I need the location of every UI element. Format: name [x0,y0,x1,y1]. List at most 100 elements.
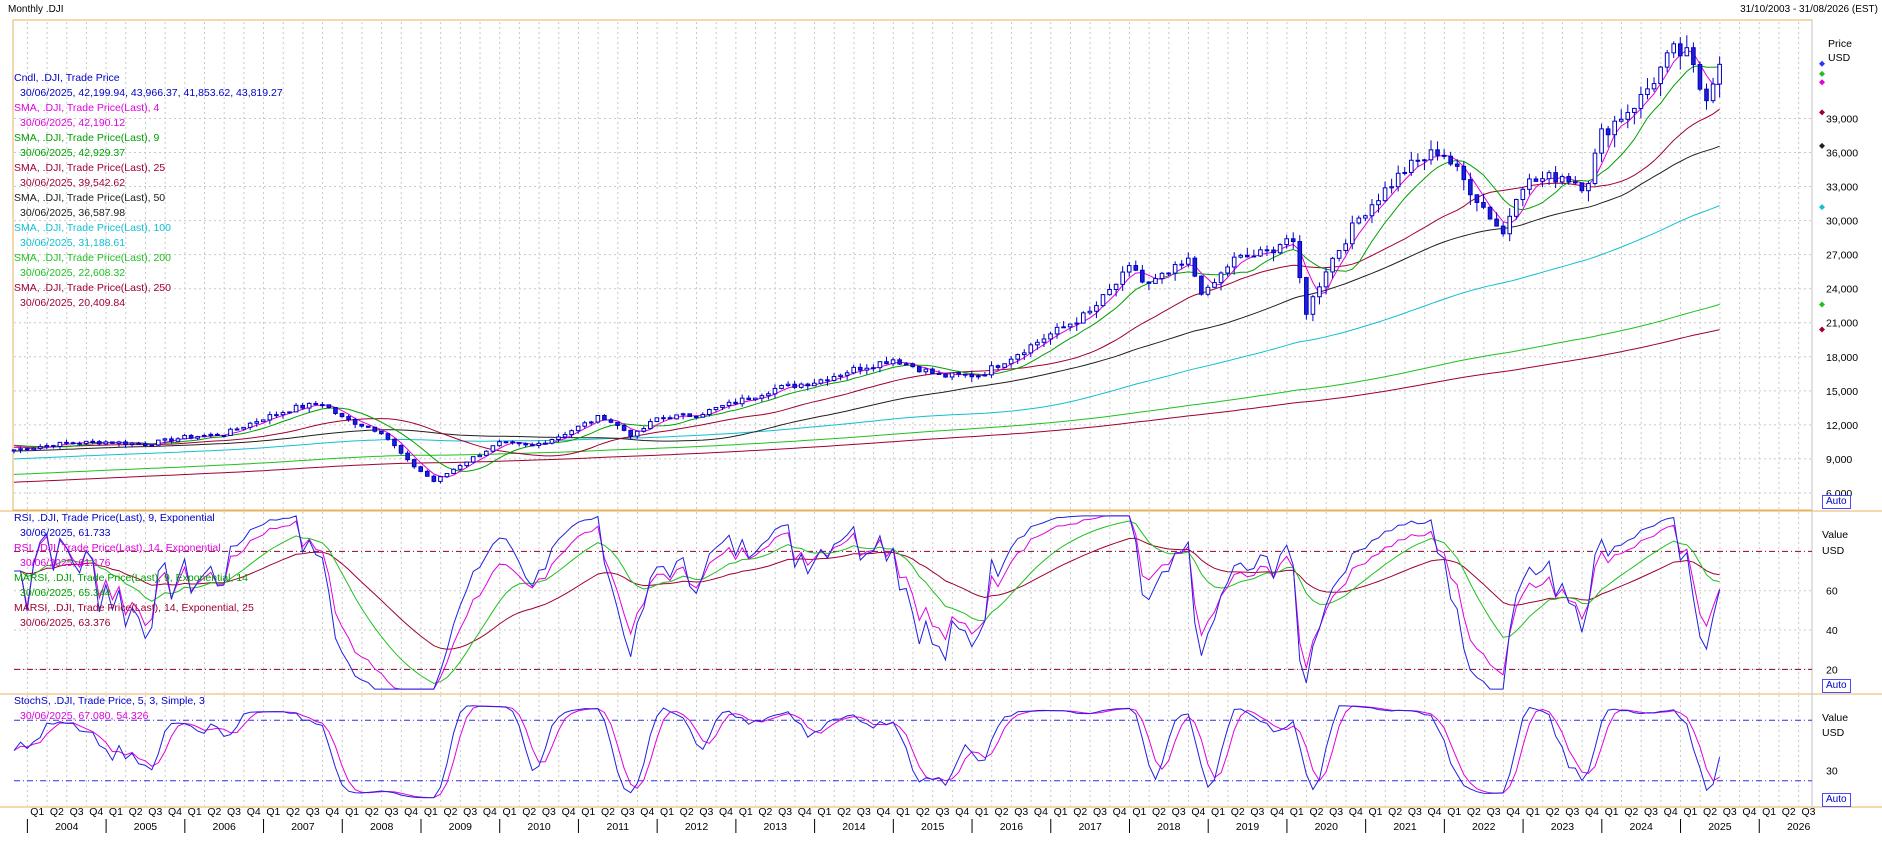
legend-series-name[interactable]: SMA, .DJI, Trade Price(Last), 9 [14,132,160,144]
candle-body [969,373,975,378]
candle-body [930,368,935,374]
candle-body [1474,194,1480,203]
candle-body [752,397,758,401]
candle-body [1317,286,1322,298]
price-auto-button[interactable]: Auto [1822,495,1851,509]
candle-body [1179,263,1185,266]
candle-body [772,387,778,395]
candle-body [497,441,502,447]
candle-body [825,379,830,382]
price-legend: Cndl, .DJI, Trade Price 30/06/2025, 42,19… [14,71,283,311]
x-quarter-label: Q3 [1565,806,1579,818]
candle-body [654,417,660,423]
stoch-auto-button[interactable]: Auto [1822,793,1851,807]
candle-body [1041,338,1047,343]
x-quarter-label: Q4 [325,806,339,818]
x-quarter-label: Q4 [955,806,969,818]
stoch-legend: StochS, .DJI, Trade Price, 5, 3, Simple,… [14,694,205,724]
candle-body [1264,249,1270,252]
candle-body [274,414,279,417]
x-year-label: 2016 [1000,821,1024,833]
candle-body [1212,282,1217,288]
x-year-label: 2009 [449,821,473,833]
x-quarter-label: Q4 [562,806,576,818]
candle-body [1428,149,1434,161]
legend-series-name[interactable]: Cndl, .DJI, Trade Price [14,72,120,84]
candle-body [1507,215,1513,235]
price-tick-label: 36,000 [1826,148,1858,160]
legend-series-name[interactable]: SMA, .DJI, Trade Price(Last), 100 [14,222,171,234]
candle-body [1258,249,1263,257]
candle-body [182,434,187,440]
candle-body [785,383,791,386]
candle-body [818,379,824,384]
legend-series-name[interactable]: StochS, .DJI, Trade Price, 5, 3, Simple,… [14,695,205,707]
candle-body [24,448,30,451]
candle-body [1618,118,1624,122]
candle-body [1559,176,1565,183]
legend-series-name[interactable]: SMA, .DJI, Trade Price(Last), 200 [14,252,171,264]
price-tick-label: 30,000 [1826,216,1858,228]
candle-body [851,366,857,374]
legend-series-value: 30/06/2025, 61.733 [20,527,111,539]
x-quarter-label: Q4 [247,806,261,818]
candle-body [569,430,574,436]
candle-body [1632,107,1637,113]
candle-body [1284,238,1289,246]
candle-body [1028,344,1034,354]
x-quarter-label: Q3 [1487,806,1501,818]
x-quarter-label: Q3 [542,806,556,818]
candle-body [556,436,561,441]
candle-body [142,443,148,446]
x-quarter-label: Q1 [1526,806,1540,818]
timeframe-label: Monthly .DJI [8,4,64,15]
candle-body [667,417,673,420]
candle-body [956,372,961,375]
legend-series-name[interactable]: SMA, .DJI, Trade Price(Last), 4 [14,102,160,114]
x-year-label: 2020 [1315,821,1339,833]
candle-body [64,441,69,444]
candle-body [280,412,286,416]
candle-body [1363,215,1368,219]
candle-body [175,438,181,442]
candle-body [1638,94,1644,109]
rsi-auto-button[interactable]: Auto [1822,679,1851,693]
legend-series-value: 30/06/2025, 67.080, 54.326 [20,710,149,722]
candle-body [923,368,929,373]
legend-series-name[interactable]: SMA, .DJI, Trade Price(Last), 25 [14,162,166,174]
candle-body [621,424,627,431]
candle-body [1658,66,1663,85]
x-quarter-label: Q2 [50,806,64,818]
x-quarter-label: Q4 [1034,806,1048,818]
legend-series-name[interactable]: SMA, .DJI, Trade Price(Last), 50 [14,192,166,204]
candle-body [1435,149,1440,156]
candle-body [903,363,909,366]
candle-body [490,445,496,452]
legend-series-name[interactable]: MARSI, .DJI, Trade Price(Last), 9, Expon… [14,572,249,584]
legend-series-value: 30/06/2025, 36,587.98 [20,207,126,219]
x-quarter-label: Q3 [699,806,713,818]
candle-body [1605,128,1611,136]
candle-body [339,412,345,418]
candle-body [1087,310,1093,314]
legend-series-name[interactable]: RSI, .DJI, Trade Price(Last), 14, Expone… [14,542,221,554]
x-year-label: 2008 [370,821,394,833]
sma-50-line [13,145,1720,452]
price-tick-label: 12,000 [1826,420,1858,432]
candle-body [215,433,220,437]
legend-series-name[interactable]: MARSI, .DJI, Trade Price(Last), 14, Expo… [14,602,254,614]
x-quarter-label: Q2 [1152,806,1166,818]
candle-body [51,445,56,448]
legend-series-name[interactable]: SMA, .DJI, Trade Price(Last), 250 [14,282,171,294]
legend-series-name[interactable]: RSI, .DJI, Trade Price(Last), 9, Exponen… [14,512,215,524]
candle-body [1054,326,1060,335]
candle-body [457,465,463,470]
candle-body [1061,326,1066,329]
stoch-d-line [13,705,1720,799]
candle-body [451,468,456,475]
candle-body [424,470,430,477]
candle-body [1271,249,1276,254]
candle-body [1323,271,1329,288]
candle-body [1159,272,1165,280]
